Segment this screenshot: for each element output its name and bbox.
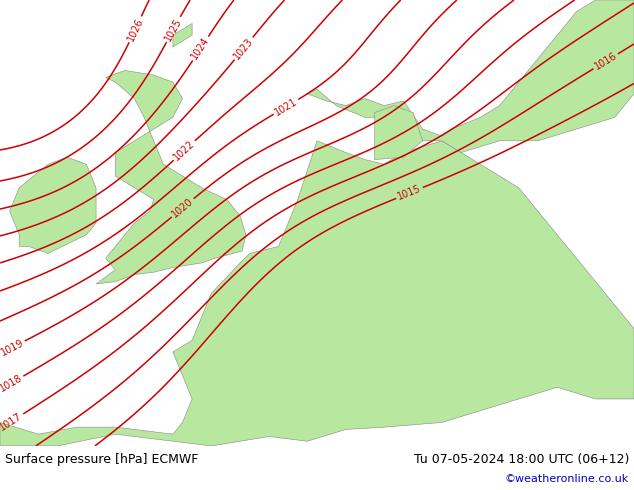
- Text: 1020: 1020: [170, 196, 195, 220]
- Polygon shape: [173, 24, 192, 47]
- Polygon shape: [10, 157, 96, 253]
- Polygon shape: [0, 141, 634, 446]
- Text: 1015: 1015: [396, 184, 423, 202]
- Text: Surface pressure [hPa] ECMWF: Surface pressure [hPa] ECMWF: [5, 453, 198, 466]
- Polygon shape: [96, 71, 246, 284]
- Polygon shape: [375, 106, 423, 160]
- Text: Tu 07-05-2024 18:00 UTC (06+12): Tu 07-05-2024 18:00 UTC (06+12): [413, 453, 629, 466]
- Polygon shape: [307, 0, 634, 152]
- Text: 1021: 1021: [273, 96, 299, 118]
- Text: ©weatheronline.co.uk: ©weatheronline.co.uk: [505, 474, 629, 484]
- Text: 1017: 1017: [0, 411, 24, 433]
- Text: 1025: 1025: [163, 16, 184, 43]
- Text: 1022: 1022: [172, 139, 197, 163]
- Text: 1016: 1016: [593, 50, 619, 72]
- Text: 1019: 1019: [0, 338, 25, 358]
- Text: 1024: 1024: [190, 35, 212, 62]
- Text: 1018: 1018: [0, 373, 24, 394]
- Text: 1026: 1026: [126, 16, 145, 43]
- Text: 1023: 1023: [232, 36, 256, 61]
